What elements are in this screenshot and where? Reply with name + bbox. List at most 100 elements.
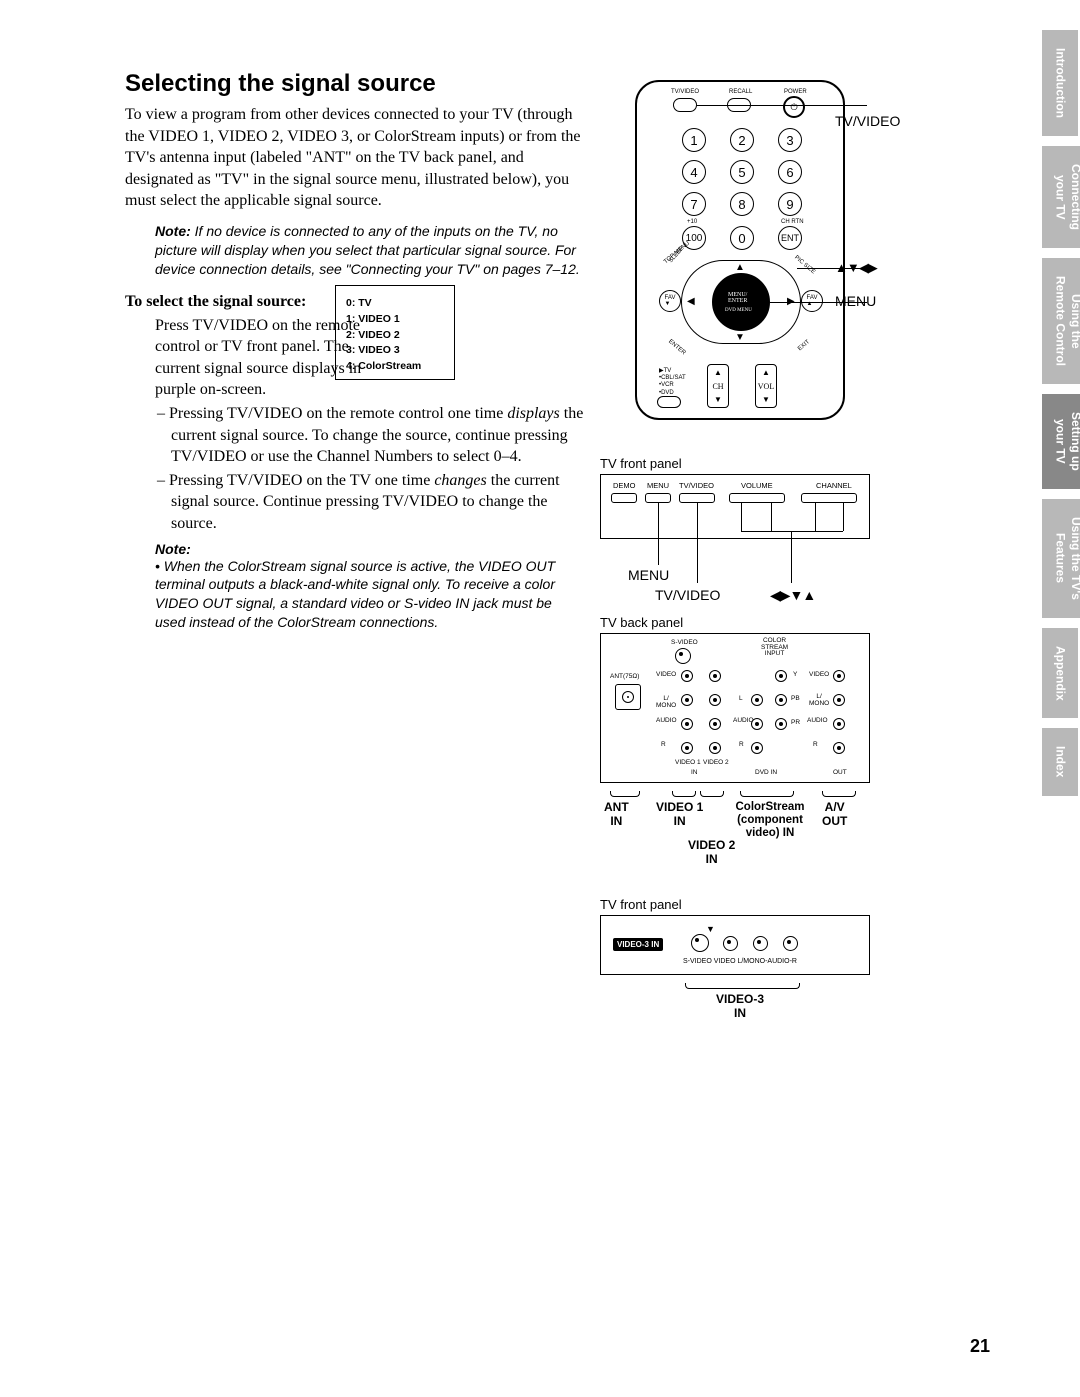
tab-label: Connectingyour TV [1052, 164, 1080, 230]
remote-btn-9[interactable]: 9 [778, 192, 802, 216]
tab-features[interactable]: Using the TV'sFeatures [1042, 499, 1080, 618]
remote-btn-0[interactable]: 0 [730, 226, 754, 250]
remote-btn-7[interactable]: 7 [682, 192, 706, 216]
remote-btn-vol[interactable]: ▲VOL▼ [755, 364, 777, 408]
callout-tvvideo: TV/VIDEO [835, 113, 900, 129]
callout-line [697, 105, 867, 106]
fp-below-tvvideo: TV/VIDEO [655, 587, 720, 603]
bp-jack [775, 670, 787, 682]
remote-arrow-down-icon: ▼ [735, 332, 745, 343]
remote-device-selector: ▶TV •CBL/SAT •VCR •DVD [659, 368, 686, 397]
brace [740, 791, 794, 797]
remote-lbl-recall: RECALL [729, 89, 752, 95]
bp-lbl-r2: R [739, 742, 744, 749]
fp-lbl-demo: DEMO [613, 481, 636, 490]
remote-btn-4[interactable]: 4 [682, 160, 706, 184]
brace [610, 791, 640, 797]
remote-lbl-tvvideo: TV/VIDEO [671, 89, 699, 95]
remote-btn-power[interactable]: ⏻ [783, 96, 805, 118]
remote-btn-1[interactable]: 1 [682, 128, 706, 152]
remote-btn-mode[interactable] [657, 396, 681, 408]
callout-line [741, 531, 843, 532]
remote-arrow-up-icon: ▲ [735, 262, 745, 273]
arrow-down-icon: ▼ [706, 924, 715, 934]
fp-btn-menu[interactable] [645, 493, 671, 503]
remote-btn-2[interactable]: 2 [730, 128, 754, 152]
remote-btn-ent[interactable]: ENT [778, 226, 802, 250]
bp-lbl-y: Y [793, 672, 797, 679]
bp-lbl-lmono-out: L/ MONO [809, 694, 829, 707]
tab-remote[interactable]: Using theRemote Control [1042, 258, 1080, 384]
remote-btn-5[interactable]: 5 [730, 160, 754, 184]
bp-jack-svideo [675, 648, 691, 664]
video3-tag: VIDEO-3 IN [613, 938, 663, 951]
note-label: Note: [155, 223, 191, 239]
bp-jack [681, 742, 693, 754]
tab-label: Appendix [1052, 646, 1068, 701]
callout-line [741, 503, 742, 531]
remote-btn-3[interactable]: 3 [778, 128, 802, 152]
bp-jack [681, 670, 693, 682]
note2-text: • When the ColorStream signal source is … [155, 557, 585, 633]
bp-jack [709, 670, 721, 682]
bp-lbl-in: IN [691, 770, 698, 777]
bullet-1: Pressing TV/VIDEO on the remote control … [171, 403, 585, 468]
bp-lbl-dvdin: DVD IN [755, 770, 777, 777]
tab-introduction[interactable]: Introduction [1042, 30, 1078, 136]
remote-btn-fav-right[interactable]: FAV▲ [801, 290, 823, 312]
remote-diagram: TV/VIDEO RECALL POWER ⏻ 1 2 3 4 5 6 7 8 … [635, 80, 845, 420]
fp-btn-volume[interactable] [729, 493, 785, 503]
bp-jack [709, 718, 721, 730]
bp-lbl-r-out: R [813, 742, 818, 749]
bp-lbl-l: L [739, 696, 743, 703]
bp-lbl-v1: VIDEO 1 [675, 760, 701, 767]
bp-lbl-ant: ANT(75Ω) [610, 674, 639, 681]
page-title: Selecting the signal source [125, 70, 585, 98]
remote-btn-8[interactable]: 8 [730, 192, 754, 216]
bp-lbl-r: R [661, 742, 666, 749]
note-block: Note: If no device is connected to any o… [155, 222, 585, 279]
conn-lbl-v1: VIDEO 1 IN [656, 801, 703, 829]
bp-lbl-video-out: VIDEO [809, 672, 829, 679]
fp2-jack-video [723, 936, 738, 951]
tab-index[interactable]: Index [1042, 728, 1078, 795]
conn-lbl-v3: VIDEO-3 IN [716, 993, 764, 1021]
remote-lbl-picsize: PIC SIZE [793, 255, 816, 276]
callout-line [815, 503, 816, 531]
callout-arrows: ▲▼◀▶ [835, 260, 877, 276]
bp-lbl-audio-out: AUDIO [807, 718, 828, 725]
fp-btn-demo[interactable] [611, 493, 637, 503]
back-panel-caption: TV back panel [600, 615, 880, 630]
fp-btn-tvvideo[interactable] [679, 493, 715, 503]
page-number: 21 [970, 1336, 990, 1357]
bullet-2: Pressing TV/VIDEO on the TV one time cha… [171, 470, 585, 535]
tab-setting-up[interactable]: Setting upyour TV [1042, 394, 1080, 489]
conn-lbl-ant: ANT IN [604, 801, 629, 829]
fp-lbl-tvvideo: TV/VIDEO [679, 481, 714, 490]
remote-dpad-inner[interactable]: MENU/ ENTER DVD MENU [712, 273, 770, 331]
tab-connecting[interactable]: Connectingyour TV [1042, 146, 1080, 248]
remote-btn-ch[interactable]: ▲CH▼ [707, 364, 729, 408]
remote-lbl-chrtn: CH RTN [781, 219, 804, 225]
fp-btn-channel[interactable] [801, 493, 857, 503]
bp-lbl-v2: VIDEO 2 [703, 760, 729, 767]
bp-lbl-out: OUT [833, 770, 847, 777]
remote-btn-6[interactable]: 6 [778, 160, 802, 184]
tab-appendix[interactable]: Appendix [1042, 628, 1078, 719]
osd-line: 4: ColorStream [346, 359, 444, 375]
brace [685, 983, 800, 989]
note2-label: Note: [155, 541, 585, 557]
bp-jack [775, 718, 787, 730]
bp-jack [833, 742, 845, 754]
callout-menu: MENU [835, 293, 876, 309]
bp-jack [751, 694, 763, 706]
intro-text: To view a program from other devices con… [125, 104, 585, 212]
fp-below-arrows: ◀▶▼▲ [770, 587, 815, 604]
remote-arrow-left-icon: ◀ [687, 296, 695, 307]
brace [700, 791, 724, 797]
fp-lbl-volume: VOLUME [741, 481, 773, 490]
remote-btn-tvvideo[interactable] [673, 98, 697, 112]
remote-btn-fav-left[interactable]: FAV▼ [659, 290, 681, 312]
conn-lbl-cs: ColorStream (component video) IN [730, 801, 810, 841]
tab-label: Introduction [1052, 48, 1068, 118]
